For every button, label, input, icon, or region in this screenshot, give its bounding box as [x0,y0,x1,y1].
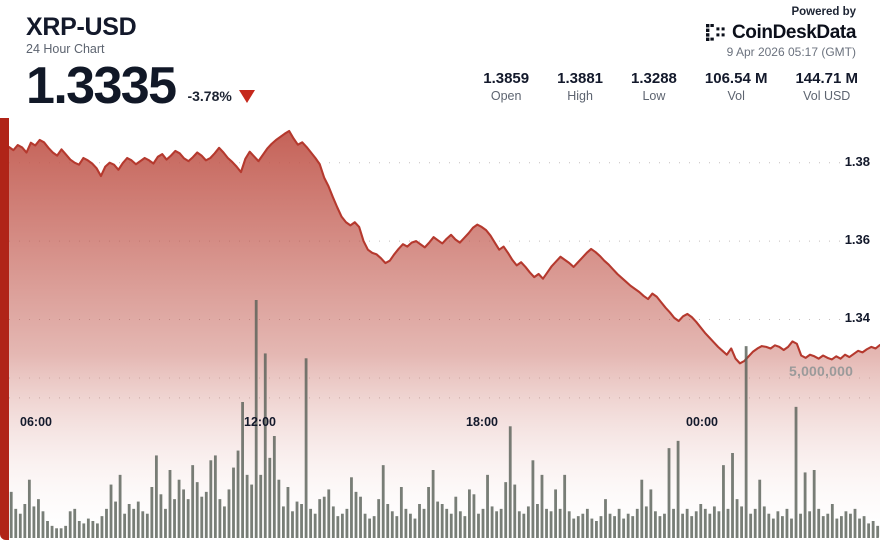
stat-label: High [567,89,593,104]
stat-value: 1.3859 [483,70,530,87]
brand-name-row[interactable]: CoinDeskData [705,23,856,42]
change-block: -3.78% [187,88,255,111]
chart-header: XRP-USD 24 Hour Chart 1.3335 -3.78% 1.38… [0,0,880,118]
current-price: 1.3335 [26,57,177,115]
volume-axis-label: 5,000,000 [789,363,854,379]
stat-label: Low [642,89,666,104]
stat-value: 144.71 M [795,70,858,87]
brand-name: CoinDeskData [731,21,856,43]
current-price-row: 1.3335 -3.78% [26,57,255,115]
y-axis-tick: 1.36 [844,232,870,248]
timestamp: 9 Apr 2026 05:17 (GMT) [726,44,856,59]
stat-open: 1.3859 Open [483,70,529,104]
y-axis-tick: 1.38 [844,153,870,169]
chart-left-edge-marker [0,110,9,540]
symbol-block: XRP-USD 24 Hour Chart [26,13,137,57]
stat-high: 1.3881 High [557,70,603,104]
symbol-title: XRP-USD [26,13,137,41]
x-axis-tick: 18:00 [466,415,498,429]
stats-row: 1.3859 Open 1.3881 High 1.3288 Low 106.54 M Vol… [483,70,858,104]
triangle-down-icon [238,89,255,103]
y-axis-tick: 1.34 [844,310,870,326]
coindesk-bracket-icon [705,23,725,41]
stat-value: 1.3881 [557,70,604,87]
x-axis-tick: 00:00 [686,415,718,429]
x-axis-tick: 12:00 [244,415,276,429]
stat-label: Open [490,89,522,104]
brand-block: Powered by CoinDeskData 9 Apr 2026 05:17… [705,6,856,59]
x-axis-tick: 06:00 [20,415,52,429]
stat-label: Vol [727,89,745,104]
stat-vol-usd: 144.71 M Vol USD [795,70,858,104]
stat-value: 106.54 M [704,70,768,87]
chart-subtitle: 24 Hour Chart [26,42,105,57]
stat-low: 1.3288 Low [631,70,677,104]
stat-value: 1.3288 [631,70,677,87]
stat-label: Vol USD [803,89,851,104]
change-percent: -3.78% [187,88,232,105]
stat-vol: 106.54 M Vol [705,70,768,104]
powered-by-label: Powered by [791,6,856,18]
